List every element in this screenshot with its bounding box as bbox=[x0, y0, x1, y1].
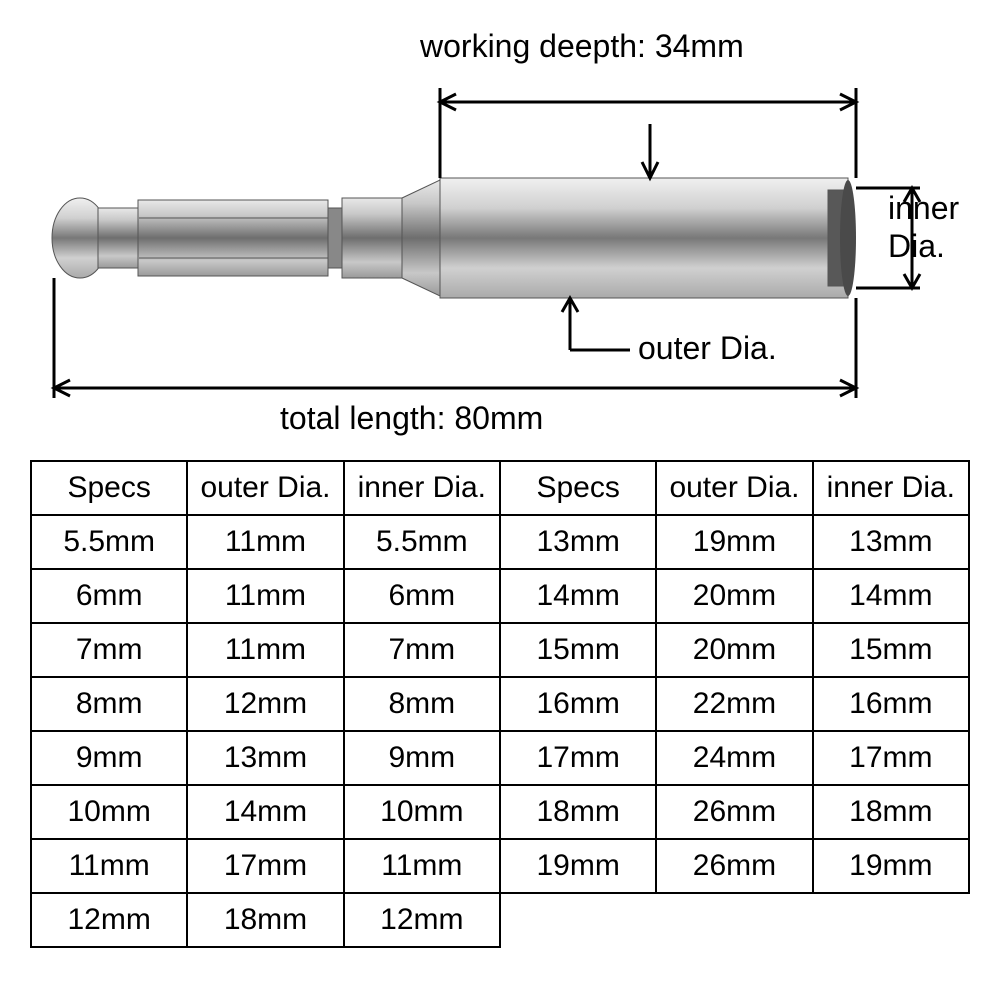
table-cell: 12mm bbox=[31, 893, 187, 947]
table-header: Specs bbox=[31, 461, 187, 515]
table-cell: 18mm bbox=[813, 785, 969, 839]
table-cell: 26mm bbox=[656, 839, 812, 893]
inner-dia-label-2: Dia. bbox=[888, 228, 945, 265]
table-header: outer Dia. bbox=[656, 461, 812, 515]
table-cell: 9mm bbox=[31, 731, 187, 785]
table-cell: 22mm bbox=[656, 677, 812, 731]
table-cell: 11mm bbox=[187, 623, 343, 677]
table-cell: 19mm bbox=[500, 839, 656, 893]
table-cell: 11mm bbox=[187, 515, 343, 569]
table-cell: 10mm bbox=[31, 785, 187, 839]
table-cell: 26mm bbox=[656, 785, 812, 839]
diagram-svg bbox=[20, 20, 980, 440]
total-length-label: total length: 80mm bbox=[280, 400, 543, 437]
table-cell: 18mm bbox=[187, 893, 343, 947]
table-cell: 13mm bbox=[187, 731, 343, 785]
table-header: inner Dia. bbox=[813, 461, 969, 515]
table-cell: 16mm bbox=[813, 677, 969, 731]
table-cell: 10mm bbox=[344, 785, 500, 839]
table-cell: 14mm bbox=[813, 569, 969, 623]
table-cell: 14mm bbox=[500, 569, 656, 623]
table-cell: 12mm bbox=[344, 893, 500, 947]
working-depth-dimension bbox=[440, 88, 856, 178]
table-cell: 18mm bbox=[500, 785, 656, 839]
table-cell: 17mm bbox=[187, 839, 343, 893]
table-cell: 13mm bbox=[500, 515, 656, 569]
table-cell: 11mm bbox=[187, 569, 343, 623]
table-cell: 16mm bbox=[500, 677, 656, 731]
table-cell: 19mm bbox=[813, 839, 969, 893]
table-cell: 19mm bbox=[656, 515, 812, 569]
table-cell: 5.5mm bbox=[31, 515, 187, 569]
table-cell-empty bbox=[656, 893, 812, 947]
table-cell: 24mm bbox=[656, 731, 812, 785]
table-cell-empty bbox=[500, 893, 656, 947]
inner-dia-label-1: inner bbox=[888, 190, 959, 227]
page: working deepth: 34mm inner Dia. outer Di… bbox=[0, 0, 1001, 1001]
outer-dia-dimension bbox=[562, 298, 630, 350]
table-cell: 11mm bbox=[344, 839, 500, 893]
working-depth-label: working deepth: 34mm bbox=[420, 28, 744, 65]
table-cell: 11mm bbox=[31, 839, 187, 893]
table-cell: 5.5mm bbox=[344, 515, 500, 569]
table-cell: 8mm bbox=[31, 677, 187, 731]
table-cell: 7mm bbox=[344, 623, 500, 677]
table-cell: 15mm bbox=[500, 623, 656, 677]
table-cell: 20mm bbox=[656, 623, 812, 677]
table-cell: 20mm bbox=[656, 569, 812, 623]
table-header: outer Dia. bbox=[187, 461, 343, 515]
outer-dia-label: outer Dia. bbox=[638, 330, 777, 367]
table-cell: 17mm bbox=[500, 731, 656, 785]
table-cell-empty bbox=[813, 893, 969, 947]
table-cell: 17mm bbox=[813, 731, 969, 785]
table-cell: 15mm bbox=[813, 623, 969, 677]
table-cell: 7mm bbox=[31, 623, 187, 677]
specs-table-container: Specsouter Dia.inner Dia.Specsouter Dia.… bbox=[30, 460, 970, 948]
table-cell: 12mm bbox=[187, 677, 343, 731]
table-cell: 9mm bbox=[344, 731, 500, 785]
table-cell: 6mm bbox=[31, 569, 187, 623]
table-header: Specs bbox=[500, 461, 656, 515]
specs-table: Specsouter Dia.inner Dia.Specsouter Dia.… bbox=[30, 460, 970, 948]
table-cell: 13mm bbox=[813, 515, 969, 569]
drill-bit-shape bbox=[52, 178, 856, 298]
table-cell: 6mm bbox=[344, 569, 500, 623]
table-cell: 8mm bbox=[344, 677, 500, 731]
table-header: inner Dia. bbox=[344, 461, 500, 515]
table-cell: 14mm bbox=[187, 785, 343, 839]
bit-diagram: working deepth: 34mm inner Dia. outer Di… bbox=[20, 20, 980, 440]
